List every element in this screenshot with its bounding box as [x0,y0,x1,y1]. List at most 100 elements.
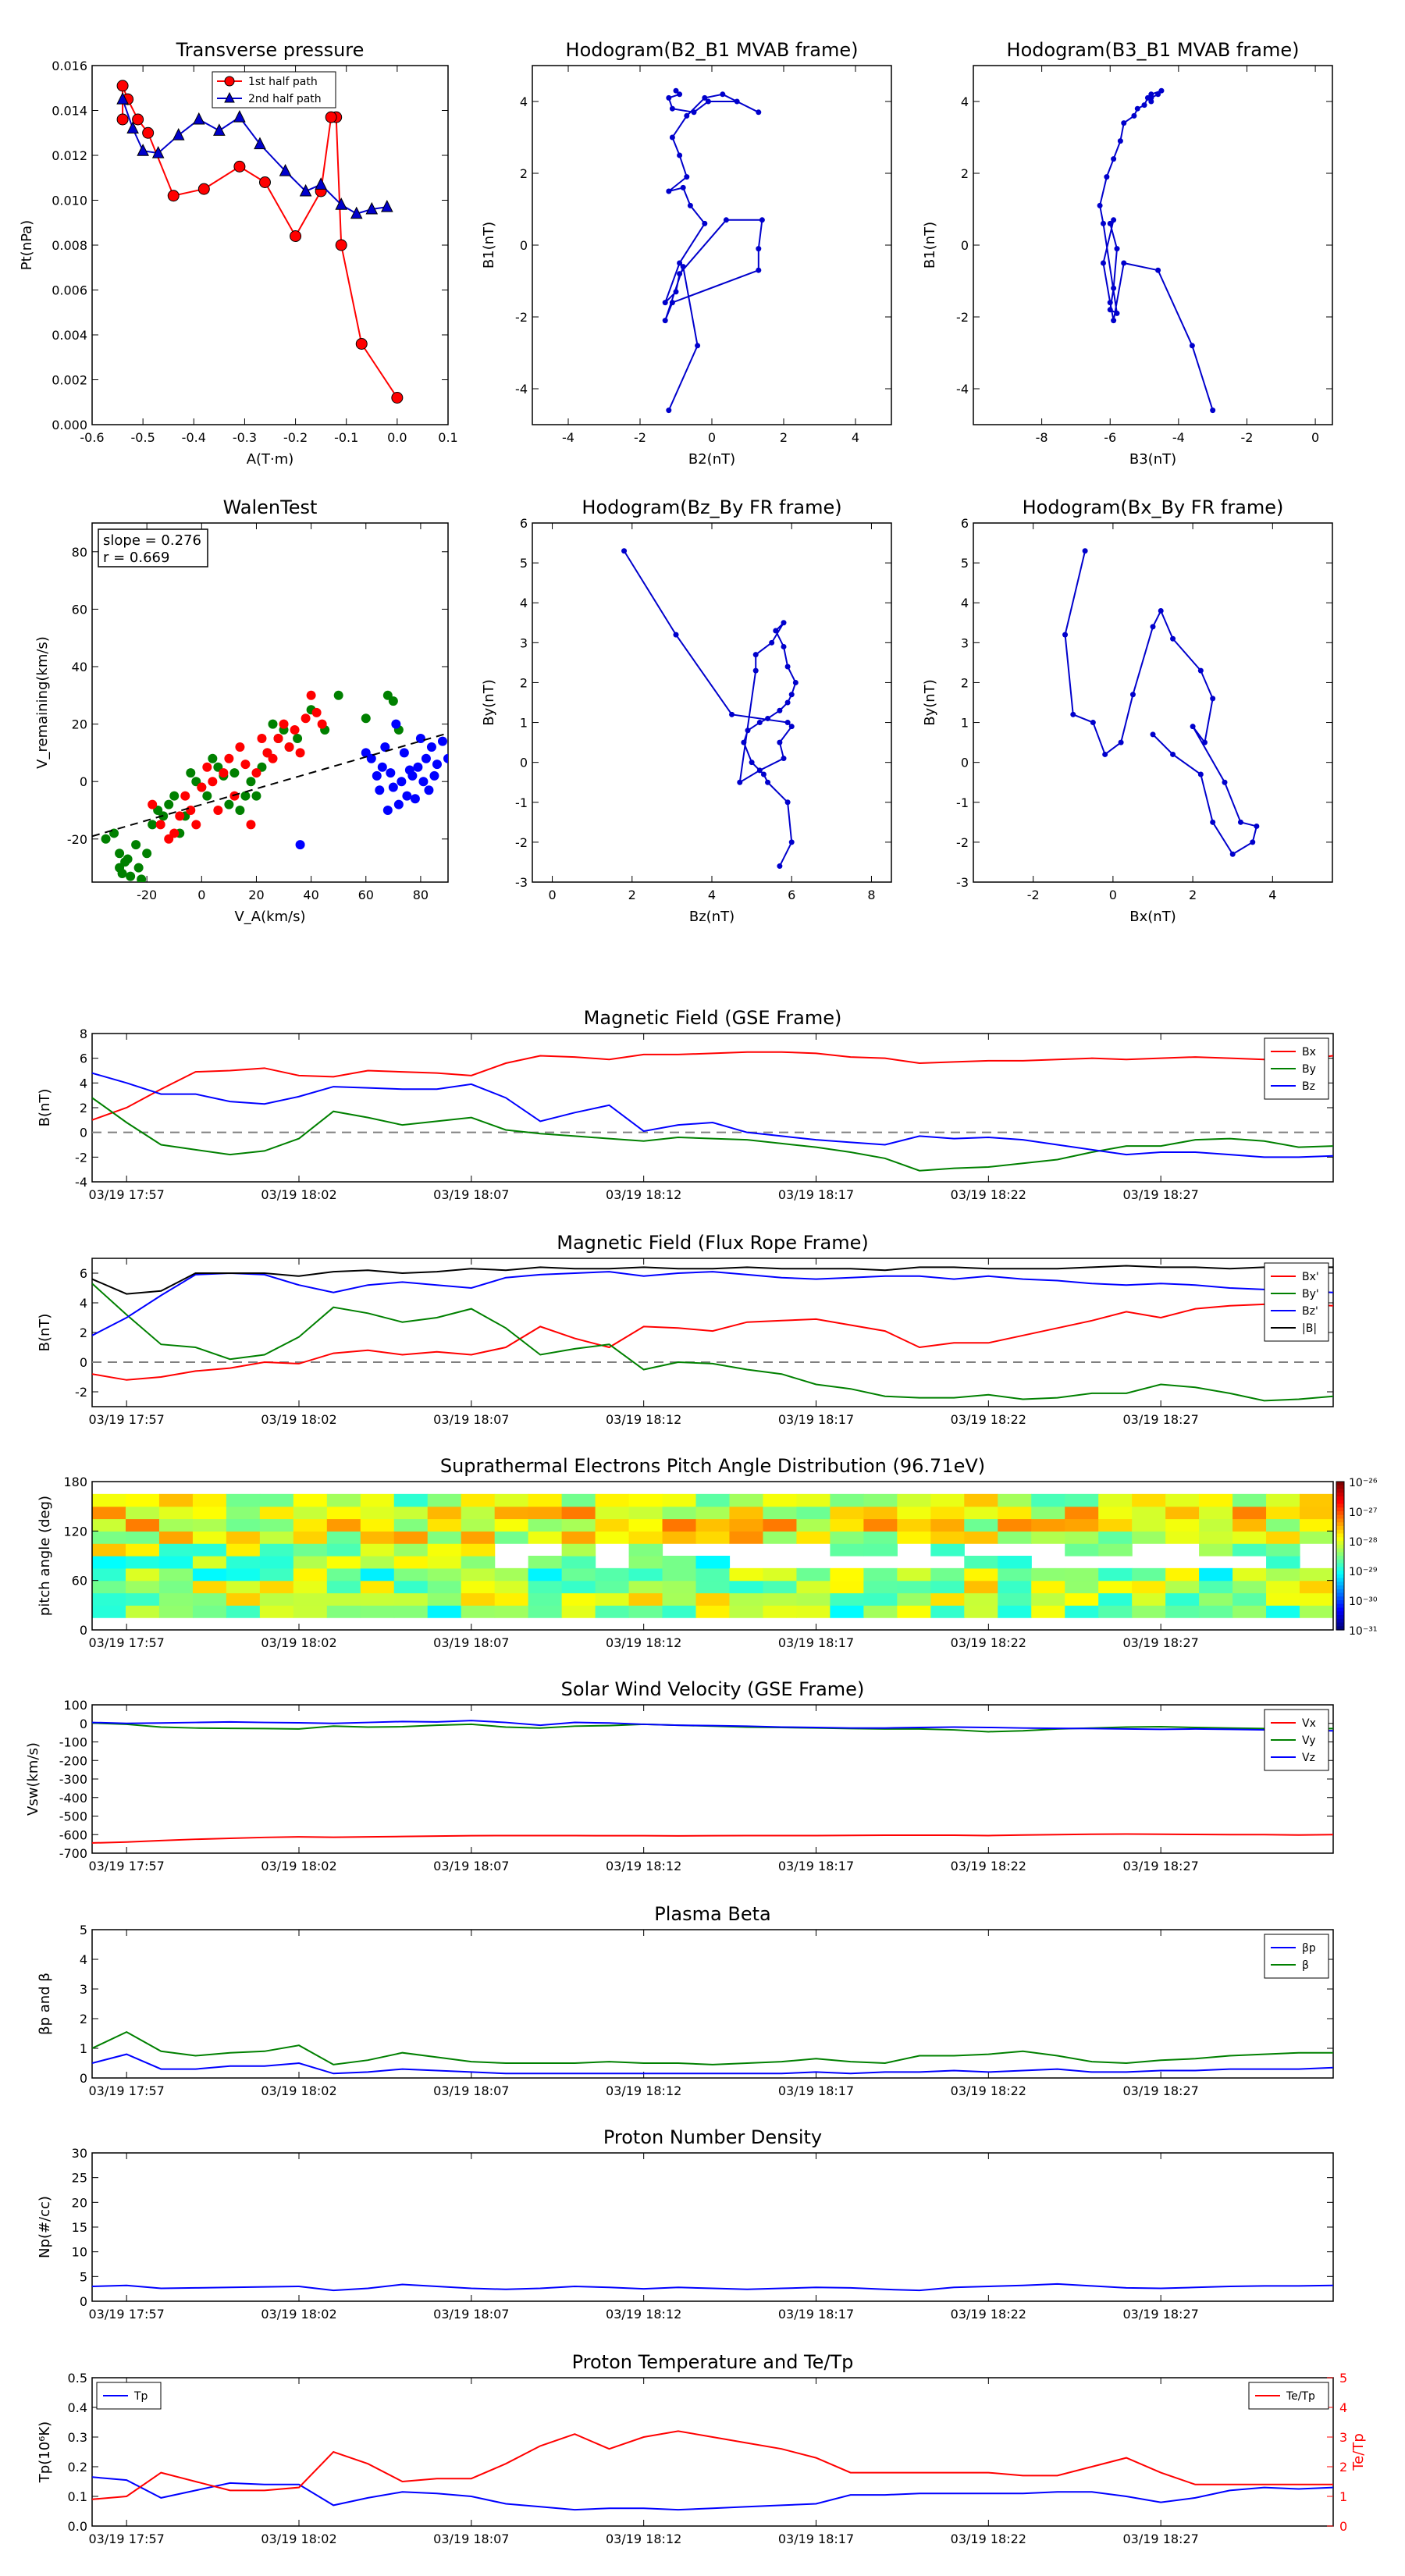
data-point [1082,548,1088,554]
data-point [391,392,404,404]
heatmap-cell [226,1580,261,1594]
heatmap-cell [192,1592,227,1606]
heatmap-cell [729,1506,764,1520]
heatmap-cell [1031,1518,1065,1532]
heatmap-cell [226,1556,261,1569]
data-point [1131,112,1137,119]
y-tick-label: 2 [520,675,528,690]
x-tick-label: -4 [562,430,574,445]
heatmap-cell [259,1518,294,1532]
heatmap-cell [494,1592,529,1606]
data-point [388,782,398,792]
series-line [623,550,797,867]
heatmap-cell [494,1567,529,1582]
heatmap-cell [863,1518,898,1532]
heatmap-cell [1266,1556,1300,1569]
series-line [92,2053,1333,2075]
data-point [235,742,245,753]
series-line [92,2430,1333,2500]
data-point [213,806,223,815]
heatmap-cell [293,1506,328,1520]
data-point [769,639,775,646]
chart-title: Hodogram(Bx_By FR frame) [1023,496,1284,518]
x-tick-label: 0.1 [438,430,457,445]
data-point [191,820,201,830]
data-point [1190,724,1196,730]
heatmap-cell [897,1506,931,1520]
heatmap-cell [192,1605,227,1618]
heatmap-cell [360,1543,395,1557]
heatmap-cell [930,1580,965,1594]
y-tick-label: -20 [67,832,87,847]
x-tick-label: 03/19 18:02 [261,1187,336,1202]
data-point [381,200,393,212]
chart-pitch-angle-distribution: Suprathermal Electrons Pitch Angle Distr… [37,1455,1378,1650]
y-tick-label: 0.4 [68,2400,87,2415]
data-point [1210,407,1216,414]
heatmap-cell [830,1493,864,1507]
heatmap-cell [662,1506,697,1520]
data-point [429,770,439,781]
heatmap-cell [293,1605,328,1618]
chart-title: Solar Wind Velocity (GSE Frame) [561,1678,865,1700]
heatmap-cell [1300,1605,1334,1618]
x-tick-label: 03/19 18:12 [606,1412,681,1427]
x-tick-label: 03/19 18:07 [433,2307,509,2322]
legend-label: By [1302,1063,1316,1076]
chart-title: Proton Temperature and Te/Tp [572,2351,854,2373]
heatmap-cell [1065,1567,1099,1582]
data-point [662,300,668,306]
heatmap-cell [461,1556,496,1569]
heatmap-cell [729,1531,764,1544]
legend: Bx' By' Bz' |B| [1264,1262,1329,1342]
series-line [92,1051,1333,1121]
heatmap-cell [1232,1531,1267,1544]
heatmap-cell [125,1518,160,1532]
data-point [784,699,791,706]
x-tick-label: 03/19 18:22 [951,2083,1026,2098]
heatmap-cell [930,1567,965,1582]
y-axis-label: B1(nT) [481,222,497,269]
heatmap-cell [561,1531,596,1544]
data-point [123,854,133,864]
data-point [233,160,246,173]
data-point [116,80,129,92]
heatmap-cell [1098,1493,1133,1507]
y-tick-label: 15 [72,2220,87,2235]
y-tick-label: -4 [75,1175,87,1190]
y2-axis-label: Te/Tp [1350,2433,1367,2471]
y-tick-label: 0.5 [68,2371,87,2386]
data-point [415,734,425,743]
heatmap-cell [662,1567,697,1582]
heatmap-cell [763,1518,798,1532]
data-point [1229,851,1236,857]
x-tick-label: 03/19 17:57 [89,2307,165,2322]
heatmap-cell [1065,1518,1099,1532]
data-point [386,768,396,778]
y-tick-label: 0 [80,2294,87,2309]
data-point [1150,731,1156,738]
chart-title: Magnetic Field (GSE Frame) [584,1007,842,1029]
x-tick-label: -4 [1172,430,1185,445]
heatmap-cell [628,1543,663,1557]
heatmap-cell [192,1506,227,1520]
legend-label: β [1302,1959,1309,1972]
x-tick-label: 0 [1109,888,1117,902]
x-tick-label: 03/19 17:57 [89,1412,165,1427]
heatmap-cell [494,1493,529,1507]
y-tick-label: 8 [80,1026,87,1041]
heatmap-cell [830,1543,864,1557]
x-tick-label: 03/19 18:27 [1123,1187,1199,1202]
data-point [1141,102,1147,109]
y-tick-label: 80 [72,545,87,560]
x-tick-label: 60 [358,888,374,902]
heatmap-cell [1132,1592,1166,1606]
heatmap-cell [628,1556,663,1569]
y-tick-label: -2 [515,835,528,850]
data-point [666,407,672,414]
heatmap-cell [863,1580,898,1594]
data-point [1107,220,1113,226]
x-tick-label: -2 [634,430,646,445]
legend: Vx Vy Vz [1264,1709,1329,1771]
